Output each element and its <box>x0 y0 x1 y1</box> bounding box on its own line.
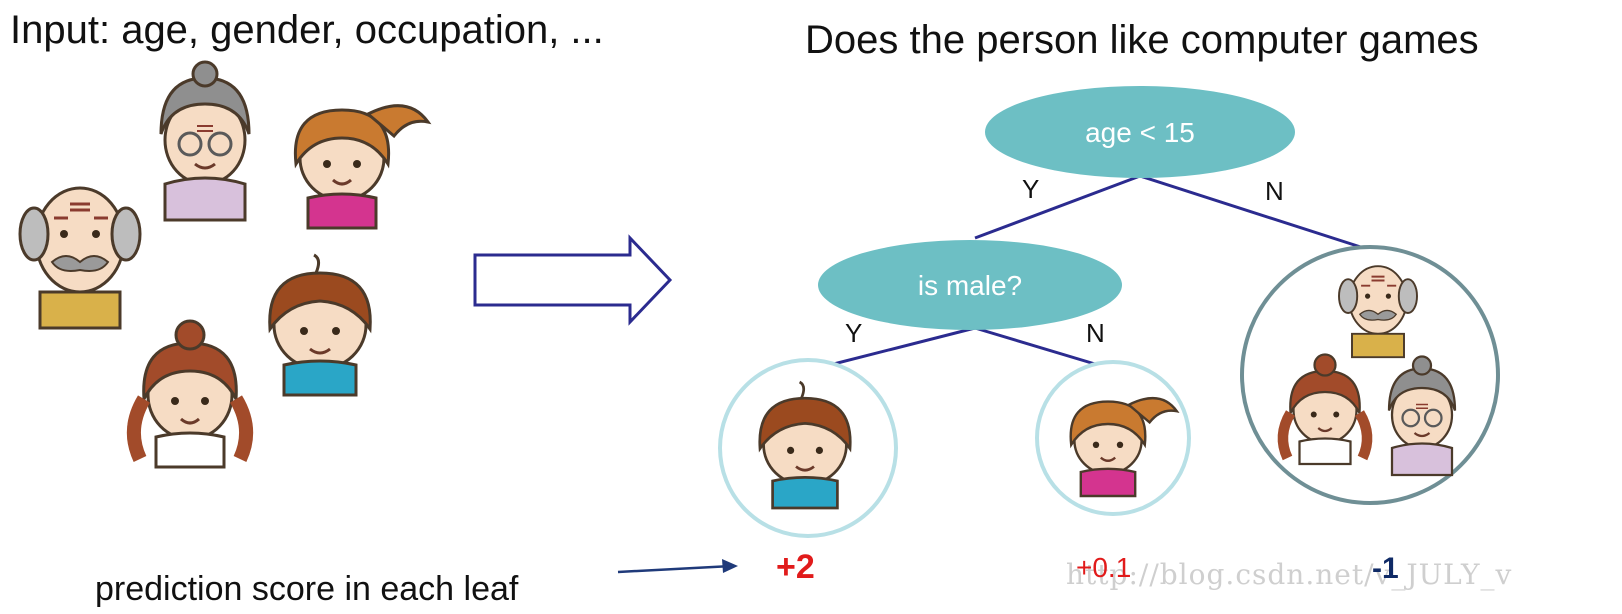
woman-icon <box>134 321 246 467</box>
pointer-arrow-head <box>722 559 738 573</box>
boy-icon <box>268 253 372 397</box>
root-yes-label: Y <box>1022 174 1039 204</box>
edge-root-no <box>1139 174 1371 252</box>
child-no-label: N <box>1086 318 1105 348</box>
leaf-2-score: +0.1 <box>1076 552 1132 583</box>
edge-root-yes <box>974 174 1141 240</box>
root-no-label: N <box>1265 176 1284 206</box>
child-node-label: is male? <box>918 270 1022 301</box>
grandmother-icon <box>159 60 251 222</box>
root-node <box>985 86 1295 178</box>
pointer-arrow-icon <box>617 564 733 574</box>
hollow-arrow-icon <box>473 234 673 326</box>
girl-icon <box>293 104 430 230</box>
watermark: http://blog.csdn.net/v_JULY_v <box>1066 558 1513 591</box>
leaf-3-score: -1 <box>1372 552 1399 585</box>
root-node-label: age < 15 <box>1085 117 1195 148</box>
leaf-score-caption: prediction score in each leaf <box>95 570 519 608</box>
question-title: Does the person like computer games <box>805 18 1479 62</box>
child-node <box>818 240 1122 330</box>
input-title: Input: age, gender, occupation, ... <box>10 8 604 52</box>
leaf-1-score: +2 <box>776 548 815 586</box>
grandfather-icon <box>18 186 142 330</box>
child-yes-label: Y <box>845 318 862 348</box>
